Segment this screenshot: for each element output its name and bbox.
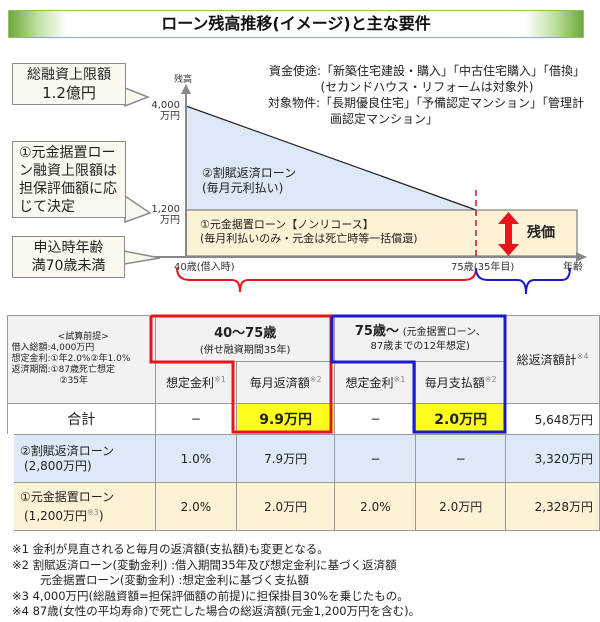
total-repayment-header: 総返済額計※4 xyxy=(505,315,600,404)
loan-requirements: 資金使途:「新築住宅建設・購入」「中古住宅購入」「借換」 (セカンドハウス・リフ… xyxy=(268,64,586,126)
y-axis-label: 残高 xyxy=(174,75,193,85)
loan-balance-chart xyxy=(123,84,587,295)
x-mid-label: 75歳(35年目) xyxy=(451,262,515,273)
callout-total-limit: 総融資上限額 1.2億円 xyxy=(12,63,126,105)
y-tick-4000: 4,000 万円 xyxy=(151,100,180,122)
col-assumed-rate-2: 想定金利※1 xyxy=(334,361,417,404)
callout-age-limit: 申込時年齢 満70歳未満 xyxy=(12,236,125,278)
brace-red-icon xyxy=(176,267,477,293)
repayment-table: <試算前提> 借入総額:4,000万円 想定金利:①年2.0%②年1.0% 返済… xyxy=(0,315,600,531)
residual-value-label: 残価 xyxy=(527,225,555,241)
page-title: ローン残高推移(イメージ)と主な要件 xyxy=(8,10,584,38)
calculation-premise: <試算前提> 借入総額:4,000万円 想定金利:①年2.0%②年1.0% 返済… xyxy=(6,315,156,404)
col-monthly-payment: 毎月支払額※2 xyxy=(415,361,507,404)
col-assumed-rate-1: 想定金利※1 xyxy=(154,361,237,404)
deferred-loan-label: ①元金据置ローン【ノンリコース】 (毎月利払いのみ・元金は死亡時等一括償還) xyxy=(200,218,418,245)
col-monthly-repayment: 毎月返済額※2 xyxy=(235,361,336,404)
total-monthly-payment: 2.0万円 xyxy=(415,403,507,435)
group-header-75-plus: 75歳〜 (元金据置ローン、 87歳までの12年想定) xyxy=(334,315,507,362)
table-row-deferred: ①元金据置ローン (1,200万円※3) 2.0% 2.0万円 2.0% 2.0… xyxy=(0,482,600,531)
total-monthly-repayment: 9.9万円 xyxy=(235,403,336,435)
brace-blue-icon xyxy=(475,267,571,295)
table-row-total: 合計 − 9.9万円 − 2.0万円 5,648万円 xyxy=(6,403,600,435)
group-header-40-75: 40〜75歳 (併せ融資期間35年) xyxy=(154,315,336,362)
y-axis-arrow-icon xyxy=(181,84,191,94)
x-axis-arrow-icon xyxy=(576,252,587,262)
footnotes: ※1 金利が見直されると毎月の返済額(支払額)も変更となる。 ※2 割賦返済ロー… xyxy=(12,542,421,618)
table-row-installment: ②割賦返済ローン (2,800万円) 1.0% 7.9万円 − − 3,320万… xyxy=(0,434,600,483)
callout-deferred-limit: ①元金据置ロー ン融資上限額は 担保評価額に応 じて決定 xyxy=(12,141,126,218)
x-axis-label: 年齢 xyxy=(563,262,583,273)
residual-arrow-icon xyxy=(498,212,519,256)
x-start-label: 40歳(借入時) xyxy=(174,262,235,273)
y-tick-1200: 1,200 万円 xyxy=(151,204,180,226)
installment-loan-label: ②割賦返済ローン (毎月元利払い) xyxy=(202,166,297,195)
